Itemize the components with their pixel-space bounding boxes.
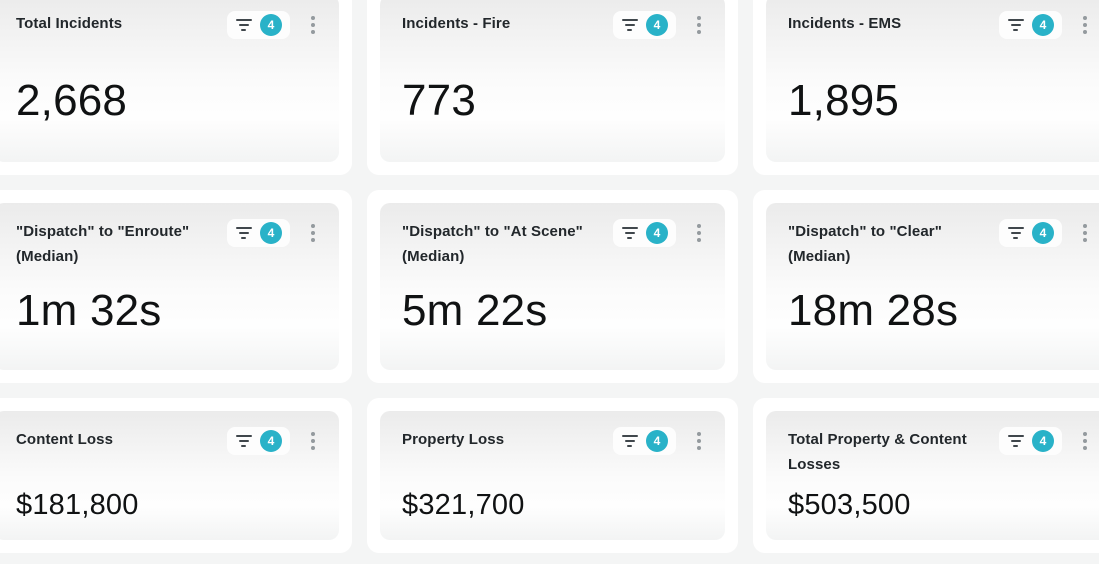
card-header: Content Loss 4 [16,427,319,455]
card-inner: Content Loss 4 $181,800 [0,411,339,540]
card-inner: Total Property & Content Losses 4 $503,5… [766,411,1099,540]
filter-icon [1007,435,1024,447]
filter-count-badge: 4 [1032,222,1054,244]
card-title: Total Incidents [16,15,123,32]
filter-count-badge: 4 [260,14,282,36]
filter-count-badge: 4 [646,430,668,452]
card-inner: Total Incidents 4 2,668 [0,0,339,162]
filter-button[interactable]: 4 [999,427,1062,455]
filter-count-badge: 4 [260,222,282,244]
card-header: Total Property & Content Losses 4 [788,427,1091,477]
card-header: Incidents - EMS 4 [788,11,1091,39]
filter-button[interactable]: 4 [613,427,676,455]
kpi-card-total-incidents: Total Incidents 4 2,668 [0,0,352,175]
card-title: "Dispatch" to "At Scene" (Median) [402,223,583,265]
card-title: Incidents - EMS [788,15,902,32]
filter-icon [235,19,252,31]
card-inner: "Dispatch" to "Clear" (Median) 4 18m 28s [766,203,1099,370]
kpi-card-property-loss: Property Loss 4 $321,700 [367,398,738,553]
card-value: $321,700 [402,489,525,521]
card-value: $503,500 [788,489,911,521]
filter-icon [621,19,638,31]
filter-button[interactable]: 4 [227,11,290,39]
kpi-card-dispatch-to-at-scene: "Dispatch" to "At Scene" (Median) 4 5m 2… [367,190,738,383]
card-inner: Incidents - EMS 4 1,895 [766,0,1099,162]
card-value: 1,895 [788,76,900,125]
filter-button[interactable]: 4 [227,427,290,455]
card-value: 5m 22s [402,286,548,335]
card-title: Total Property & Content Losses [788,431,967,473]
kebab-menu-icon[interactable] [1079,430,1091,452]
card-header: Total Incidents 4 [16,11,319,39]
kpi-card-dispatch-to-clear: "Dispatch" to "Clear" (Median) 4 18m 28s [753,190,1099,383]
card-inner: "Dispatch" to "At Scene" (Median) 4 5m 2… [380,203,725,370]
card-title: "Dispatch" to "Clear" (Median) [788,223,942,265]
kebab-menu-icon[interactable] [1079,14,1091,36]
card-header: "Dispatch" to "At Scene" (Median) 4 [402,219,705,269]
filter-count-badge: 4 [1032,430,1054,452]
card-inner: Incidents - Fire 4 773 [380,0,725,162]
kebab-menu-icon[interactable] [693,14,705,36]
filter-icon [1007,19,1024,31]
card-inner: Property Loss 4 $321,700 [380,411,725,540]
kebab-menu-icon[interactable] [307,222,319,244]
filter-icon [235,227,252,239]
kebab-menu-icon[interactable] [307,430,319,452]
kebab-menu-icon[interactable] [307,14,319,36]
filter-icon [621,435,638,447]
filter-count-badge: 4 [646,14,668,36]
card-value: 2,668 [16,76,128,125]
kebab-menu-icon[interactable] [693,222,705,244]
filter-icon [235,435,252,447]
filter-button[interactable]: 4 [613,11,676,39]
kpi-card-incidents-fire: Incidents - Fire 4 773 [367,0,738,175]
card-inner: "Dispatch" to "Enroute" (Median) 4 1m 32… [0,203,339,370]
card-value: 1m 32s [16,286,162,335]
card-header: "Dispatch" to "Enroute" (Median) 4 [16,219,319,269]
filter-button[interactable]: 4 [999,11,1062,39]
kebab-menu-icon[interactable] [1079,222,1091,244]
filter-count-badge: 4 [1032,14,1054,36]
filter-button[interactable]: 4 [999,219,1062,247]
kpi-card-content-loss: Content Loss 4 $181,800 [0,398,352,553]
card-title: Content Loss [16,431,114,448]
kpi-card-dispatch-to-enroute: "Dispatch" to "Enroute" (Median) 4 1m 32… [0,190,352,383]
card-header: "Dispatch" to "Clear" (Median) 4 [788,219,1091,269]
kebab-menu-icon[interactable] [693,430,705,452]
filter-icon [1007,227,1024,239]
card-value: $181,800 [16,489,139,521]
card-value: 18m 28s [788,286,959,335]
card-value: 773 [402,76,477,125]
card-header: Incidents - Fire 4 [402,11,705,39]
card-header: Property Loss 4 [402,427,705,455]
card-title: Incidents - Fire [402,15,511,32]
filter-button[interactable]: 4 [227,219,290,247]
filter-icon [621,227,638,239]
card-title: Property Loss [402,431,505,448]
filter-count-badge: 4 [260,430,282,452]
kpi-card-incidents-ems: Incidents - EMS 4 1,895 [753,0,1099,175]
card-title: "Dispatch" to "Enroute" (Median) [16,223,190,265]
kpi-card-total-property-content-losses: Total Property & Content Losses 4 $503,5… [753,398,1099,553]
filter-button[interactable]: 4 [613,219,676,247]
filter-count-badge: 4 [646,222,668,244]
